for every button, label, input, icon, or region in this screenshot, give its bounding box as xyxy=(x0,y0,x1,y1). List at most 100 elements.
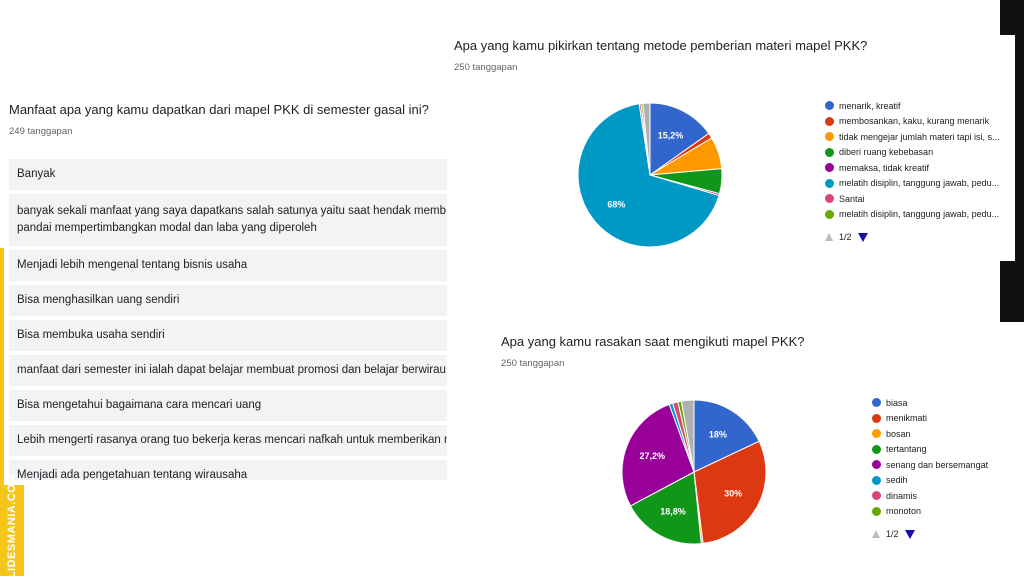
response-text: Bisa menghasilkan uang sendiri xyxy=(17,294,180,306)
legend-item[interactable]: monoton xyxy=(872,504,1000,520)
legend-item[interactable]: sedih xyxy=(872,473,1000,489)
legend-dot-icon xyxy=(825,178,834,188)
pie-chart[interactable]: 15,2% 68% xyxy=(570,95,730,255)
page-up-icon[interactable] xyxy=(872,530,880,538)
pie-slice[interactable] xyxy=(577,103,720,248)
response-item: Menjadi ada pengetahuan tentang wirausah… xyxy=(9,460,447,480)
question-title: Apa yang kamu rasakan saat mengikuti map… xyxy=(501,334,805,349)
legend-label: melatih disiplin, tanggung jawab, pedu..… xyxy=(839,178,1000,189)
chart-legend: menarik, kreatif membosankan, kaku, kuran… xyxy=(825,98,1000,242)
legend-item[interactable]: dinamis xyxy=(872,488,1000,504)
legend-label: menikmati xyxy=(886,413,928,424)
legend-label: memaksa, tidak kreatif xyxy=(839,162,930,173)
pie-slice[interactable] xyxy=(629,471,702,545)
response-list[interactable]: Banyak banyak sekali manfaat yang saya da… xyxy=(9,159,447,480)
legend-dot-icon xyxy=(872,460,881,470)
chart-legend: biasa menikmati bosan tertantang senang dan … xyxy=(872,395,1000,539)
legend-dot-icon xyxy=(825,147,834,157)
legend-dot-icon xyxy=(825,101,834,111)
legend-label: membosankan, kaku, kurang menarik xyxy=(839,116,990,127)
legend-dot-icon xyxy=(872,475,881,485)
legend-label: biasa xyxy=(886,397,908,408)
legend-item[interactable]: membosankan, kaku, kurang menarik xyxy=(825,114,1000,130)
pie-chart[interactable]: 18% 30% 18,8% 27,2% xyxy=(614,392,774,552)
response-text: Lebih mengerti rasanya orang tuo bekerja… xyxy=(17,434,447,446)
legend-label: sedih xyxy=(886,475,908,486)
response-text: Bisa membuka usaha sendiri xyxy=(17,329,165,341)
question-title: Manfaat apa yang kamu dapatkan dari mape… xyxy=(9,102,429,117)
legend-item[interactable]: senang dan bersemangat xyxy=(872,457,1000,473)
legend-label: tertantang xyxy=(886,444,927,455)
watermark-text: SLIDESMANIA.COM xyxy=(6,474,18,586)
pie-slice-label: 30% xyxy=(724,489,742,499)
legend-dot-icon xyxy=(825,194,834,204)
legend-dot-icon xyxy=(825,209,834,219)
response-text: manfaat dari semester ini ialah dapat be… xyxy=(17,364,446,376)
legend-label: diberi ruang kebebasan xyxy=(839,147,934,158)
legend-dot-icon xyxy=(825,116,834,126)
legend-item[interactable]: Santai xyxy=(825,191,1000,207)
legend-dot-icon xyxy=(825,132,834,142)
legend-item[interactable]: menikmati xyxy=(872,411,1000,427)
page-indicator: 1/2 xyxy=(886,529,899,539)
decorative-accent-line xyxy=(0,248,4,485)
response-text: Menjadi lebih mengenal tentang bisnis us… xyxy=(17,259,248,271)
page-down-icon[interactable] xyxy=(857,232,868,242)
legend-item[interactable]: memaksa, tidak kreatif xyxy=(825,160,1000,176)
pie-slice-label: 68% xyxy=(607,199,625,209)
pie-slice[interactable] xyxy=(693,440,767,544)
question-title: Apa yang kamu pikirkan tentang metode pe… xyxy=(454,38,868,53)
legend-item[interactable]: biasa xyxy=(872,395,1000,411)
pie-slice[interactable] xyxy=(693,399,760,473)
watermark-badge xyxy=(0,485,24,576)
pie-slice[interactable] xyxy=(642,102,651,176)
legend-label: senang dan bersemangat xyxy=(886,459,989,470)
pie-slice[interactable] xyxy=(621,403,695,507)
pie-slice-label: 15,2% xyxy=(658,130,684,140)
legend-label: menarik, kreatif xyxy=(839,100,901,111)
response-text: Menjadi ada pengetahuan tentang wirausah… xyxy=(17,469,248,480)
response-count: 250 tanggapan xyxy=(454,62,518,73)
legend-label: melatih disiplin, tanggung jawab, pedu..… xyxy=(839,209,1000,220)
response-item: banyak sekali manfaat yang saya dapatkan… xyxy=(9,194,447,246)
legend-dot-icon xyxy=(872,413,881,423)
legend-pager: 1/2 xyxy=(825,232,1000,242)
legend-label: monoton xyxy=(886,506,922,517)
legend-label: dinamis xyxy=(886,490,918,501)
legend-item[interactable]: melatih disiplin, tanggung jawab, pedu..… xyxy=(825,207,1000,223)
pie-slice-label: 18,8% xyxy=(660,506,686,516)
legend-item[interactable]: diberi ruang kebebasan xyxy=(825,145,1000,161)
legend-pager: 1/2 xyxy=(872,529,1000,539)
legend-item[interactable]: bosan xyxy=(872,426,1000,442)
response-text: Bisa mengetahui bagaimana cara mencari u… xyxy=(17,399,262,411)
legend-dot-icon xyxy=(872,506,881,516)
response-item: Lebih mengerti rasanya orang tuo bekerja… xyxy=(9,425,447,456)
response-item: Bisa membuka usaha sendiri xyxy=(9,320,447,351)
legend-label: Santai xyxy=(839,193,865,204)
response-text: pandai mempertimbangkan modal dan laba y… xyxy=(17,222,317,234)
pie-slice-label: 27,2% xyxy=(640,451,666,461)
response-item: Bisa menghasilkan uang sendiri xyxy=(9,285,447,316)
legend-dot-icon xyxy=(872,429,881,439)
response-count: 249 tanggapan xyxy=(9,126,73,137)
legend-item[interactable]: menarik, kreatif xyxy=(825,98,1000,114)
page-down-icon[interactable] xyxy=(904,529,915,539)
text-responses-card: Manfaat apa yang kamu dapatkan dari mape… xyxy=(0,90,447,480)
response-count: 250 tanggapan xyxy=(501,358,565,369)
response-item: Bisa mengetahui bagaimana cara mencari u… xyxy=(9,390,447,421)
page-up-icon[interactable] xyxy=(825,233,833,241)
legend-item[interactable]: tertantang xyxy=(872,442,1000,458)
legend-dot-icon xyxy=(872,444,881,454)
response-item: Banyak xyxy=(9,159,447,190)
pie-slice[interactable] xyxy=(649,102,710,176)
legend-item[interactable]: tidak mengejar jumlah materi tapi isi, s… xyxy=(825,129,1000,145)
legend-label: tidak mengejar jumlah materi tapi isi, s… xyxy=(839,131,1000,142)
legend-item[interactable]: melatih disiplin, tanggung jawab, pedu..… xyxy=(825,176,1000,192)
decorative-frame-bar xyxy=(1000,0,1024,322)
pie-slice[interactable] xyxy=(680,399,695,473)
legend-dot-icon xyxy=(872,491,881,501)
response-text: banyak sekali manfaat yang saya dapatkan… xyxy=(17,205,446,217)
pie-chart-card-feelings: Apa yang kamu rasakan saat mengikuti map… xyxy=(494,322,1000,576)
response-item: Menjadi lebih mengenal tentang bisnis us… xyxy=(9,250,447,281)
legend-dot-icon xyxy=(825,163,834,173)
